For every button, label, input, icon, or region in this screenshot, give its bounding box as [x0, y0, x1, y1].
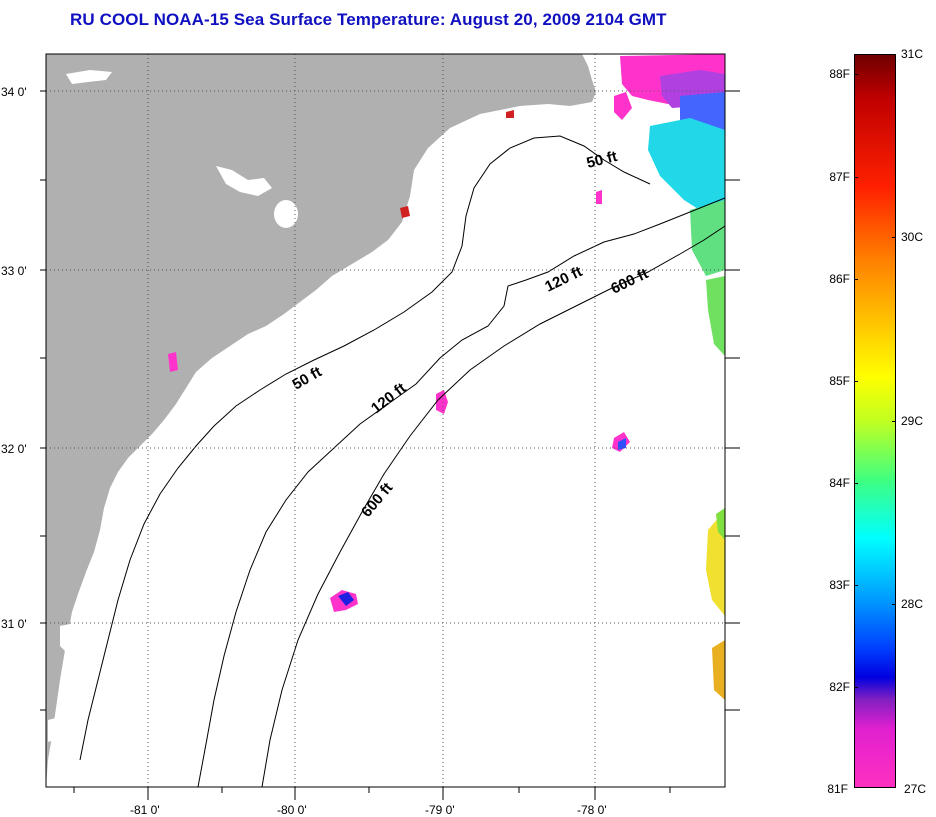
land-cloud-patch	[60, 624, 74, 652]
sst-patch-magenta	[614, 92, 632, 120]
lat-label: 31 0'	[1, 617, 27, 631]
contour-label: 50 ft	[585, 148, 619, 172]
colorbar-tick	[892, 421, 896, 422]
colorbar-f-label: 88F	[829, 67, 850, 81]
colorbar-f-label: 82F	[829, 680, 850, 694]
colorbar-tick	[892, 604, 896, 605]
lon-label: -78 0'	[577, 803, 607, 817]
colorbar-tick	[892, 237, 896, 238]
colorbar-c-label: 30C	[901, 230, 924, 244]
temperature-colorbar	[854, 54, 896, 788]
sst-patch-orange	[712, 640, 725, 700]
colorbar-f-label: 86F	[829, 272, 850, 286]
colorbar-f-label: 84F	[829, 476, 850, 490]
land-mass	[46, 54, 596, 787]
contour-120ft	[197, 197, 725, 787]
lat-label: 33 0'	[1, 264, 27, 278]
sst-patch-blue	[618, 438, 626, 450]
map-title: RU COOL NOAA-15 Sea Surface Temperature:…	[70, 10, 667, 29]
land-cloud-patch	[66, 70, 112, 84]
sst-patch-blue	[338, 592, 354, 606]
sst-patch-cyan	[648, 118, 725, 214]
colorbar-f-label: 85F	[829, 374, 850, 388]
lon-label: -81 0'	[130, 803, 160, 817]
lon-label: -79 0'	[425, 803, 455, 817]
colorbar-tick	[854, 177, 858, 178]
sst-patch-magenta	[436, 390, 448, 414]
axis-ticks	[40, 90, 740, 800]
sst-patch-red	[400, 206, 410, 218]
colorbar-f-label: 87F	[829, 170, 850, 184]
land-cloud-patch	[48, 718, 62, 742]
lat-label: 32 0'	[1, 442, 27, 456]
sst-patch-yellow	[706, 510, 725, 616]
colorbar-tick	[854, 585, 858, 586]
sst-patch-green	[706, 276, 725, 356]
colorbar-tick	[854, 687, 858, 688]
sst-patch-magenta	[168, 352, 178, 372]
colorbar-c-label: 28C	[901, 597, 924, 611]
colorbar-tick	[854, 381, 858, 382]
sst-patch-red	[506, 110, 514, 118]
colorbar-tick	[854, 279, 858, 280]
map-frame	[45, 53, 726, 788]
colorbar-f-label: 83F	[829, 578, 850, 592]
contour-600ft	[261, 225, 725, 787]
lat-label: 34 0'	[1, 85, 27, 99]
contour-50ft	[79, 135, 651, 761]
colorbar-c-label: 31C	[901, 47, 924, 61]
colorbar-f-label: 81F	[827, 782, 848, 796]
colorbar-tick	[854, 483, 858, 484]
sst-patch-magenta	[596, 190, 602, 204]
sst-patch-green	[716, 508, 725, 540]
land-cloud-patch	[216, 166, 272, 196]
lon-label: -80 0'	[277, 803, 307, 817]
land-cloud-patch	[274, 200, 298, 228]
colorbar-c-label: 27C	[904, 782, 927, 796]
colorbar-tick	[854, 74, 858, 75]
colorbar-c-label: 29C	[901, 414, 924, 428]
